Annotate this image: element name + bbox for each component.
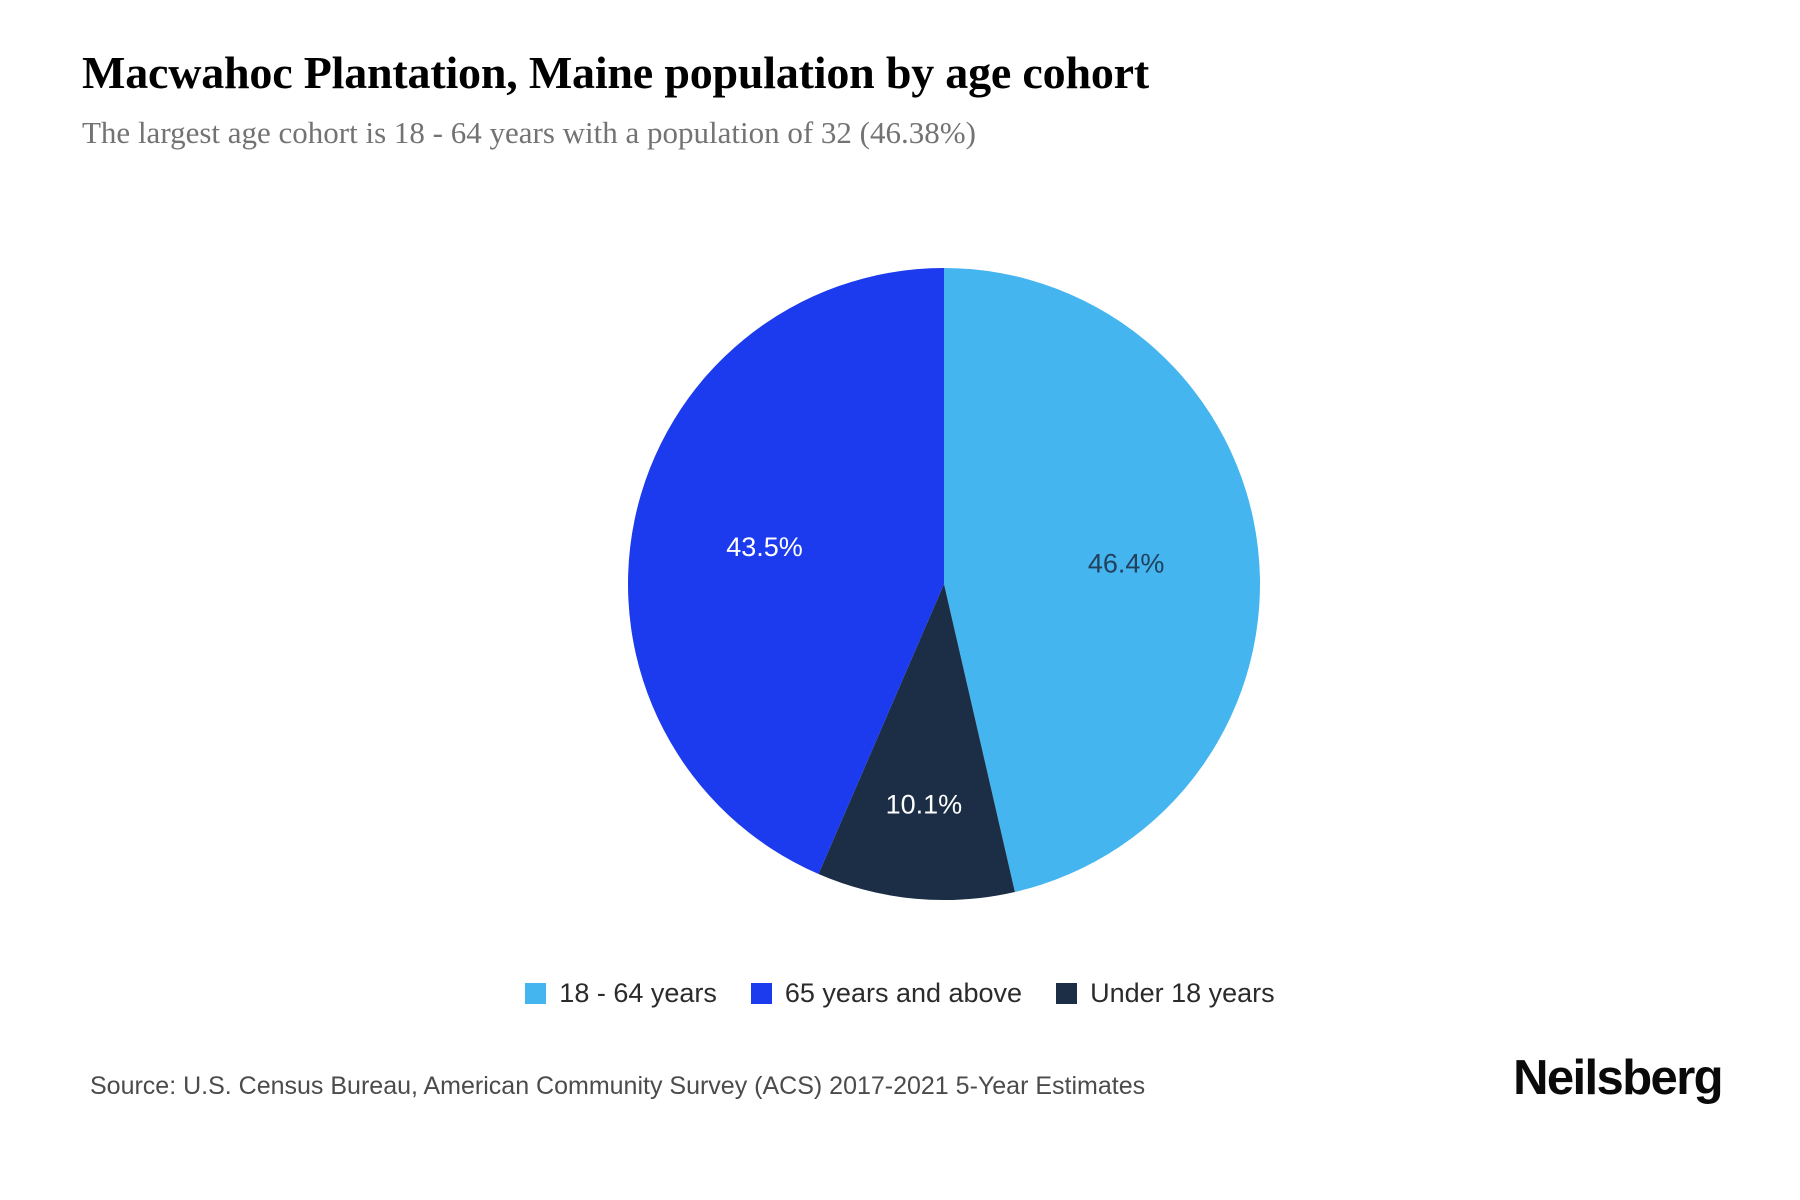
chart-footer: Source: U.S. Census Bureau, American Com… bbox=[0, 1054, 1800, 1142]
plot-area: 46.4% 10.1% 43.5% bbox=[0, 200, 1800, 920]
legend-swatch-icon bbox=[750, 983, 772, 1004]
pie-slice-label-under-18-years: 10.1% bbox=[886, 789, 963, 819]
pie-slice-label-18-64-years: 46.4% bbox=[1088, 548, 1165, 578]
legend-swatch-icon bbox=[1056, 983, 1078, 1004]
chart-legend: 18 - 64 years 65 years and above Under 1… bbox=[0, 980, 1800, 1007]
chart-header: Macwahoc Plantation, Maine population by… bbox=[82, 48, 1722, 150]
pie-slice-65-years-and-above[interactable] bbox=[627, 268, 944, 875]
legend-item-65-years-and-above[interactable]: 65 years and above bbox=[750, 978, 1023, 1008]
legend-item-label: 65 years and above bbox=[784, 978, 1023, 1008]
brand-logo: Neilsberg bbox=[1513, 1051, 1724, 1105]
source-attribution: Source: U.S. Census Bureau, American Com… bbox=[90, 1072, 1146, 1100]
legend-item-under-18-years[interactable]: Under 18 years bbox=[1056, 980, 1275, 1007]
legend-swatch-icon bbox=[525, 983, 547, 1004]
pie-slices bbox=[627, 268, 1260, 900]
pie-slice-label-65-years-and-above: 43.5% bbox=[726, 532, 803, 562]
legend-item-label: Under 18 years bbox=[1090, 978, 1275, 1008]
pie-slice-labels: 46.4% 10.1% 43.5% bbox=[726, 532, 1164, 820]
legend-item-18-64-years[interactable]: 18 - 64 years bbox=[525, 980, 717, 1007]
pie-slice-under-18-years[interactable] bbox=[818, 584, 1015, 900]
pie-slice-18-64-years[interactable] bbox=[944, 268, 1260, 892]
page-title: Macwahoc Plantation, Maine population by… bbox=[82, 47, 1149, 98]
pie-chart: 46.4% 10.1% 43.5% bbox=[627, 268, 1260, 900]
chart-subtitle: The largest age cohort is 18 - 64 years … bbox=[82, 114, 976, 150]
pie-chart-svg: 46.4% 10.1% 43.5% bbox=[627, 268, 1260, 900]
legend-item-label: 18 - 64 years bbox=[559, 978, 717, 1008]
